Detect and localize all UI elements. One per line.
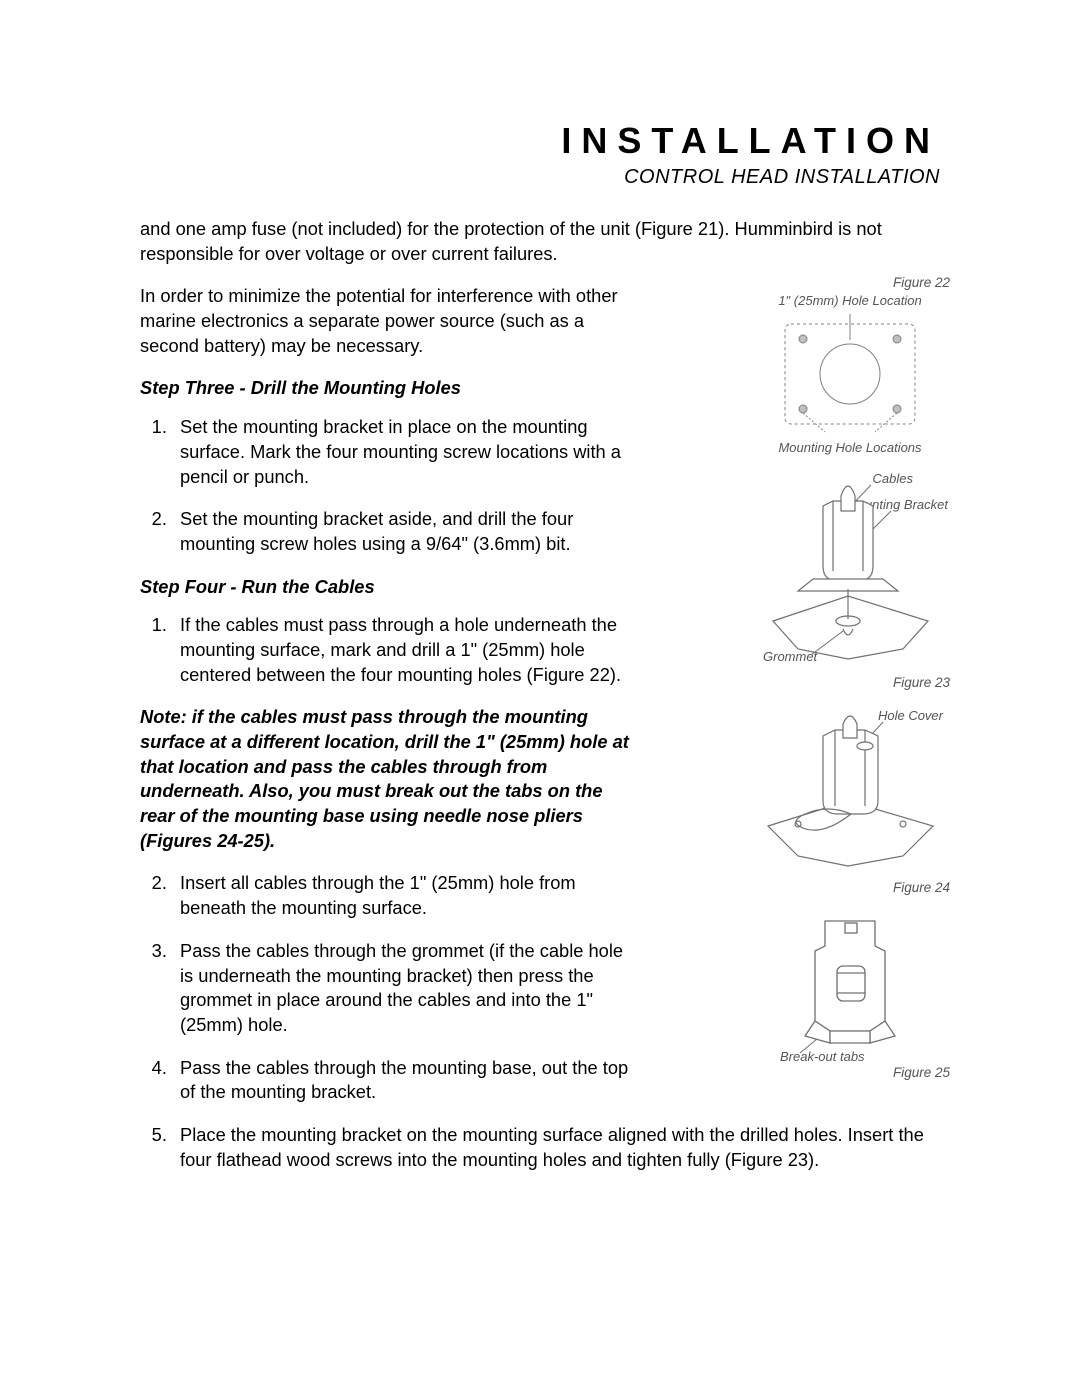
header-subtitle: CONTROL HEAD INSTALLATION xyxy=(140,166,940,189)
figure-25-svg: Break-out tabs xyxy=(775,911,925,1061)
content-area: Figure 22 1" (25mm) Hole Location Mounti… xyxy=(140,217,940,1172)
step3-item-1: Set the mounting bracket in place on the… xyxy=(172,415,640,489)
figure-24-svg: Hole Cover xyxy=(753,706,948,876)
step4-item-2: Insert all cables through the 1" (25mm) … xyxy=(172,871,640,920)
figure-23-svg: Cables Mounting Bracket xyxy=(753,471,948,671)
step4-item-3: Pass the cables through the grommet (if … xyxy=(172,939,640,1038)
figures-column: Figure 22 1" (25mm) Hole Location Mounti… xyxy=(750,275,950,1096)
figure-22-top-label: 1" (25mm) Hole Location xyxy=(750,293,950,308)
figure-24: Hole Cover xyxy=(750,706,950,895)
figure-24-caption: Figure 24 xyxy=(750,880,950,895)
intro-para-1: and one amp fuse (not included) for the … xyxy=(140,217,940,266)
figure-23-caption: Figure 23 xyxy=(750,675,950,690)
figure-25-label-tabs: Break-out tabs xyxy=(780,1049,865,1061)
step4-note: Note: if the cables must pass through th… xyxy=(140,705,640,853)
figure-22: Figure 22 1" (25mm) Hole Location Mounti… xyxy=(750,275,950,455)
figure-22-caption: Figure 22 xyxy=(750,275,950,290)
figure-25-caption: Figure 25 xyxy=(750,1065,950,1080)
step4-heading: Step Four - Run the Cables xyxy=(140,575,640,600)
step3-item-2: Set the mounting bracket aside, and dril… xyxy=(172,507,640,556)
step4-list-c: Place the mounting bracket on the mounti… xyxy=(140,1123,940,1172)
page-header: INSTALLATION CONTROL HEAD INSTALLATION xyxy=(140,120,940,189)
step4-item-5: Place the mounting bracket on the mounti… xyxy=(172,1123,940,1172)
figure-22-bottom-label: Mounting Hole Locations xyxy=(750,440,950,455)
figure-23: Cables Mounting Bracket xyxy=(750,471,950,690)
main-text-column-wide: Place the mounting bracket on the mounti… xyxy=(140,1123,940,1172)
step4-item-4: Pass the cables through the mounting bas… xyxy=(172,1056,640,1105)
step3-heading: Step Three - Drill the Mounting Holes xyxy=(140,376,640,401)
intro-para-2: In order to minimize the potential for i… xyxy=(140,284,640,358)
figure-25: Break-out tabs Figure 25 xyxy=(750,911,950,1080)
step4-list-a: If the cables must pass through a hole u… xyxy=(140,613,640,687)
step4-item-1: If the cables must pass through a hole u… xyxy=(172,613,640,687)
figure-22-svg xyxy=(765,314,935,434)
step3-list: Set the mounting bracket in place on the… xyxy=(140,415,640,556)
main-text-column: In order to minimize the potential for i… xyxy=(140,284,640,1105)
figure-23-label-cables: Cables xyxy=(872,471,913,486)
figure-23-label-grommet: Grommet xyxy=(763,649,819,664)
header-title: INSTALLATION xyxy=(140,120,940,162)
step4-list-b: Insert all cables through the 1" (25mm) … xyxy=(140,871,640,1105)
page: INSTALLATION CONTROL HEAD INSTALLATION F… xyxy=(0,0,1080,1397)
figure-24-label-holecover: Hole Cover xyxy=(877,708,943,723)
